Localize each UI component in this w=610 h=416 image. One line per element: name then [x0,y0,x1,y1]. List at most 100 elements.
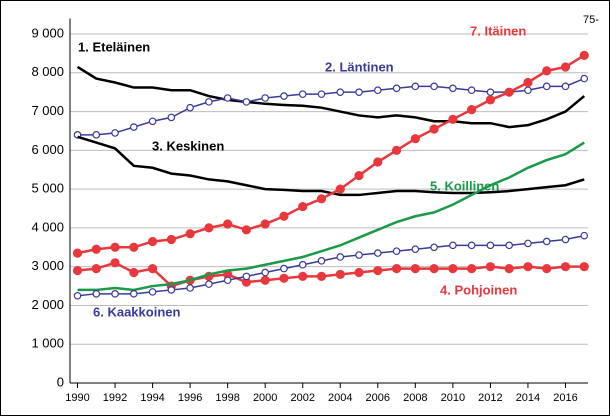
y-tick-label: 8 000 [31,64,64,79]
x-tick-label: 2008 [403,392,427,404]
point [129,267,139,278]
x-tick-label: 2016 [553,392,577,404]
point [317,257,326,265]
y-tick-label: 6 000 [31,142,64,157]
point [579,50,589,60]
point [167,286,176,294]
point [280,264,288,273]
point [523,262,533,272]
point [373,249,382,257]
point [579,262,589,272]
point [391,145,402,155]
series-line [77,234,585,297]
point [110,258,120,268]
point [147,236,158,247]
point [110,242,120,252]
point [411,245,420,254]
x-tick-label: 2014 [516,392,540,404]
y-tick-label: 1 000 [31,336,64,351]
point [504,87,514,97]
x-tick-label: 2004 [328,392,352,404]
x-tick-label: 2002 [290,392,314,404]
y-tick-label: 0 [57,374,64,389]
point [354,170,364,181]
point [92,131,101,139]
point [316,194,327,204]
point [391,264,402,274]
x-tick-label: 1998 [215,392,239,404]
x-tick-label: 1996 [178,392,202,404]
point [148,288,157,296]
point [354,267,364,278]
x-tick-label: 2012 [478,392,502,404]
point [542,264,552,274]
y-tick-label: 7 000 [31,103,64,118]
point [298,201,308,212]
series-label: 3. Keskinen [152,138,224,153]
point [449,241,457,250]
point [260,219,270,229]
point [561,235,570,244]
point [242,98,251,106]
series-label: 1. Eteläinen [78,39,150,54]
point [336,88,345,96]
point [186,103,194,112]
point [392,247,401,255]
point [298,260,307,269]
point [72,248,83,258]
point [485,262,496,272]
point [467,105,477,115]
series-line [77,77,585,136]
point [392,84,401,93]
point [298,90,307,98]
point [561,82,570,91]
point [186,284,194,292]
point [261,94,269,102]
point [373,157,383,167]
y-tick-label: 3 000 [31,258,64,273]
point [316,271,327,281]
point [223,219,233,229]
point [279,211,289,221]
point [260,275,270,285]
point [73,291,82,300]
series-label: 2. Läntinen [325,59,394,74]
point [280,92,288,100]
series-line [77,261,585,288]
point [223,276,232,285]
point [241,225,252,235]
point [111,290,119,298]
point [542,66,552,76]
point [91,264,101,274]
x-tick-label: 2000 [253,392,277,404]
point [485,95,496,105]
point [355,88,363,96]
series-label: 5. Koillinen [430,178,499,193]
point [429,264,439,274]
y-tick-label: 9 000 [31,25,64,40]
point [449,84,457,93]
point [580,231,589,240]
x-tick-label: 1994 [140,392,164,404]
point [411,82,420,91]
point [373,265,383,276]
series-line [76,65,586,129]
point [467,264,477,274]
point [298,271,308,281]
series-label: 6. Kaakkoinen [93,304,180,319]
point [261,268,269,277]
point [523,77,533,88]
point [129,242,139,252]
x-tick-label: 2006 [366,392,390,404]
point [410,264,420,274]
point [335,184,345,194]
point [72,265,83,276]
point [335,269,345,280]
series-line [77,141,585,292]
point [148,117,157,126]
point [336,253,345,261]
point [467,241,476,250]
x-tick-label: 1992 [103,392,127,404]
annotation: 75- [583,14,599,26]
